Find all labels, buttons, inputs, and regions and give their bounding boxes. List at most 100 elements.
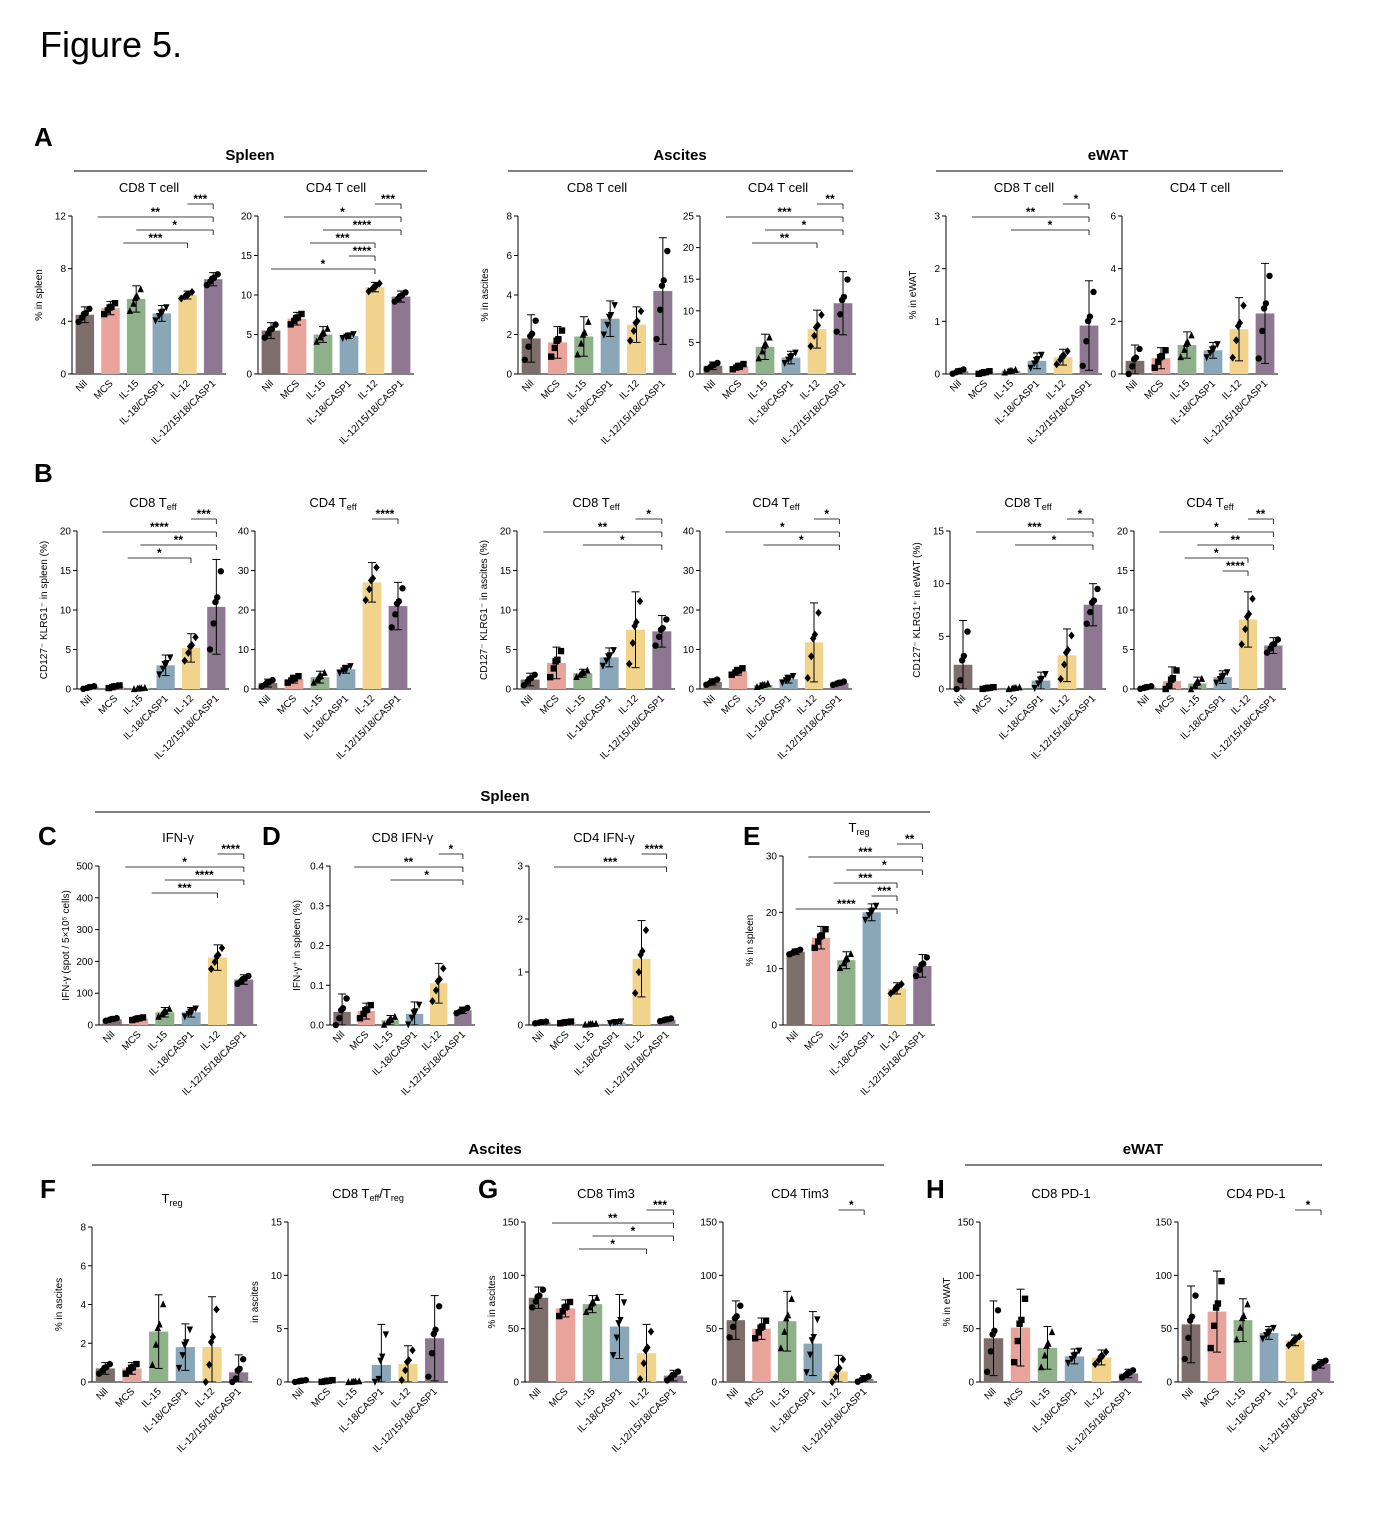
significance-label: ** — [1026, 205, 1036, 219]
y-axis-label: % in ascites — [480, 268, 491, 321]
data-point — [1097, 1352, 1104, 1361]
data-point — [796, 946, 804, 953]
data-point — [631, 621, 638, 630]
data-point — [382, 1331, 390, 1339]
data-point — [791, 948, 798, 955]
data-point — [960, 366, 967, 373]
bar-IL-12/15/18/CASP1 — [391, 296, 411, 374]
data-point — [539, 1286, 547, 1293]
data-point — [1070, 1352, 1077, 1360]
chart-G1: 0 50 100 150 % in ascites CD8 Tim3 Nil MCS IL-15… — [487, 1186, 687, 1455]
y-tick-label: 0.4 — [310, 862, 324, 873]
data-point — [562, 1019, 569, 1026]
data-point — [210, 620, 217, 627]
data-point — [1218, 673, 1225, 681]
bar-IL-12 — [362, 582, 382, 689]
data-point — [371, 1378, 379, 1386]
data-point — [531, 671, 538, 678]
y-tick-label: 15 — [1117, 566, 1129, 577]
data-point — [579, 330, 587, 338]
bar-IL-18/CASP1 — [779, 679, 798, 689]
data-point — [1043, 1341, 1050, 1349]
data-point — [208, 965, 215, 974]
y-tick-label: 100 — [1155, 1271, 1172, 1282]
data-point — [808, 652, 815, 661]
y-tick-label: 4 — [506, 291, 512, 302]
data-point — [887, 989, 894, 998]
y-tick-label: 2 — [934, 264, 940, 275]
data-point — [733, 667, 741, 675]
data-point — [1014, 1337, 1021, 1345]
data-point — [1027, 364, 1034, 372]
y-tick-label: 15 — [500, 566, 512, 577]
data-point — [1084, 317, 1092, 325]
data-point — [1083, 338, 1090, 345]
significance-label: *** — [178, 881, 192, 895]
y-tick-label: 0.2 — [310, 941, 324, 952]
significance-label: *** — [148, 231, 162, 245]
data-point — [434, 977, 442, 986]
data-point — [1016, 683, 1023, 691]
data-point — [1048, 1328, 1056, 1336]
data-point — [344, 332, 352, 340]
data-point — [339, 335, 346, 343]
y-tick-label: 20 — [683, 243, 695, 254]
y-tick-label: 0.1 — [310, 981, 324, 992]
y-tick-label: 0 — [771, 1021, 777, 1032]
bar-IL-12/15/18/CASP1 — [833, 303, 853, 374]
category-label: Nil — [74, 378, 90, 394]
data-point — [1207, 1344, 1214, 1352]
data-point — [129, 1016, 136, 1024]
significance-label: **** — [353, 244, 372, 258]
data-point — [1185, 1334, 1192, 1342]
data-point — [1058, 352, 1066, 361]
bar-Nil — [75, 314, 95, 374]
y-tick-label: 0 — [65, 685, 71, 696]
data-point — [415, 1001, 423, 1009]
data-point — [840, 959, 847, 967]
category-label: IL-15 — [336, 1386, 360, 1410]
data-point — [740, 360, 747, 368]
data-point — [295, 672, 302, 680]
data-point — [760, 341, 768, 349]
category-label: Nil — [948, 378, 964, 394]
data-point — [1208, 346, 1216, 354]
y-tick-label: 0 — [506, 370, 512, 381]
significance-label: * — [182, 855, 187, 869]
data-point — [865, 1373, 872, 1380]
bar-MCS — [287, 318, 307, 374]
chart-title: CD4 Teff — [309, 495, 357, 512]
data-point — [599, 662, 607, 670]
data-point — [551, 344, 558, 352]
category-label: IL-15 — [574, 1386, 598, 1410]
data-point — [408, 1014, 416, 1022]
data-point — [187, 1008, 194, 1016]
data-point — [263, 679, 271, 686]
panel-label-B: B — [34, 458, 53, 488]
data-point — [239, 1356, 247, 1363]
data-point — [360, 1010, 367, 1018]
y-tick-label: 4 — [1110, 264, 1116, 275]
data-point — [207, 1338, 215, 1347]
data-point — [1130, 356, 1138, 363]
data-point — [329, 1376, 336, 1384]
significance-label: **** — [376, 507, 395, 521]
data-point — [657, 626, 665, 633]
significance-label: * — [849, 1198, 854, 1212]
category-label: MCS — [803, 1029, 827, 1053]
y-axis-label: in ascites — [250, 1281, 261, 1323]
data-point — [593, 1293, 601, 1301]
data-point — [526, 675, 533, 683]
y-tick-label: 0 — [87, 1021, 93, 1032]
y-tick-label: 2 — [80, 1339, 86, 1350]
data-point — [157, 309, 165, 317]
data-point — [728, 671, 735, 678]
data-point — [600, 331, 608, 339]
chart-title: CD4 IFN-γ — [573, 830, 635, 845]
data-point — [611, 302, 618, 310]
data-point — [958, 657, 966, 664]
data-point — [163, 304, 170, 312]
data-point — [245, 972, 252, 980]
data-point — [343, 995, 350, 1002]
y-tick-label: 20 — [500, 527, 512, 538]
